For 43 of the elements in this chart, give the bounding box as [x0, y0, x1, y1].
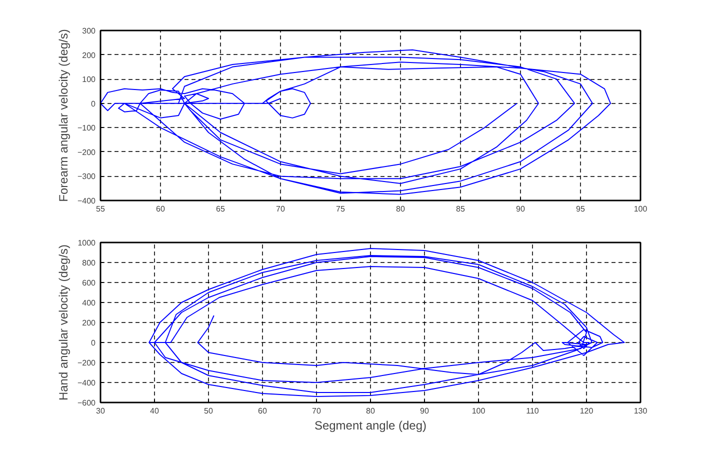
y-tick-label: −100 [77, 124, 96, 133]
x-tick-label: 55 [96, 204, 106, 214]
line-series [148, 248, 625, 397]
x-axis-title: Segment angle (deg) [314, 418, 427, 432]
y-tick-label: 200 [82, 318, 96, 328]
x-tick-label: 60 [258, 406, 268, 416]
y-tick-label: 200 [82, 50, 96, 60]
line-series [100, 49, 611, 195]
x-tick-label: 70 [276, 204, 286, 214]
x-tick-label: 70 [312, 406, 322, 416]
x-tick-label: 100 [634, 204, 648, 214]
y-axis-title: Hand angular velocity (deg/s) [56, 244, 70, 401]
x-tick-label: 90 [516, 204, 526, 214]
x-tick-label: 40 [150, 406, 160, 416]
y-tick-label: 300 [82, 26, 96, 36]
x-tick-label: 90 [420, 406, 430, 416]
x-tick-label: 30 [96, 406, 106, 416]
y-tick-label: 1000 [78, 238, 96, 248]
y-tick-label: 0 [91, 99, 96, 108]
x-tick-label: 65 [216, 204, 226, 214]
x-tick-label: 110 [526, 406, 540, 416]
x-tick-label: 60 [156, 204, 166, 214]
y-tick-label: −200 [77, 358, 96, 368]
x-tick-label: 80 [396, 204, 406, 214]
y-tick-label: −400 [77, 196, 96, 206]
y-tick-label: −600 [77, 398, 96, 408]
y-tick-label: 400 [82, 298, 96, 308]
y-tick-label: 600 [82, 278, 96, 288]
x-tick-label: 130 [634, 406, 648, 416]
x-tick-label: 100 [472, 406, 486, 416]
y-tick-label: −300 [77, 172, 96, 182]
x-tick-label: 80 [366, 406, 376, 416]
y-tick-label: −200 [77, 148, 96, 157]
x-tick-label: 75 [336, 204, 346, 214]
x-tick-label: 120 [580, 406, 594, 416]
y-tick-label: 100 [82, 75, 96, 84]
y-tick-label: 0 [91, 338, 96, 348]
x-tick-label: 95 [576, 204, 586, 214]
y-tick-label: −400 [77, 378, 96, 388]
x-tick-label: 50 [204, 406, 214, 416]
y-tick-label: 800 [82, 258, 96, 268]
x-tick-label: 85 [456, 204, 466, 214]
y-axis-title: Forearm angular velocity (deg/s) [56, 29, 70, 202]
